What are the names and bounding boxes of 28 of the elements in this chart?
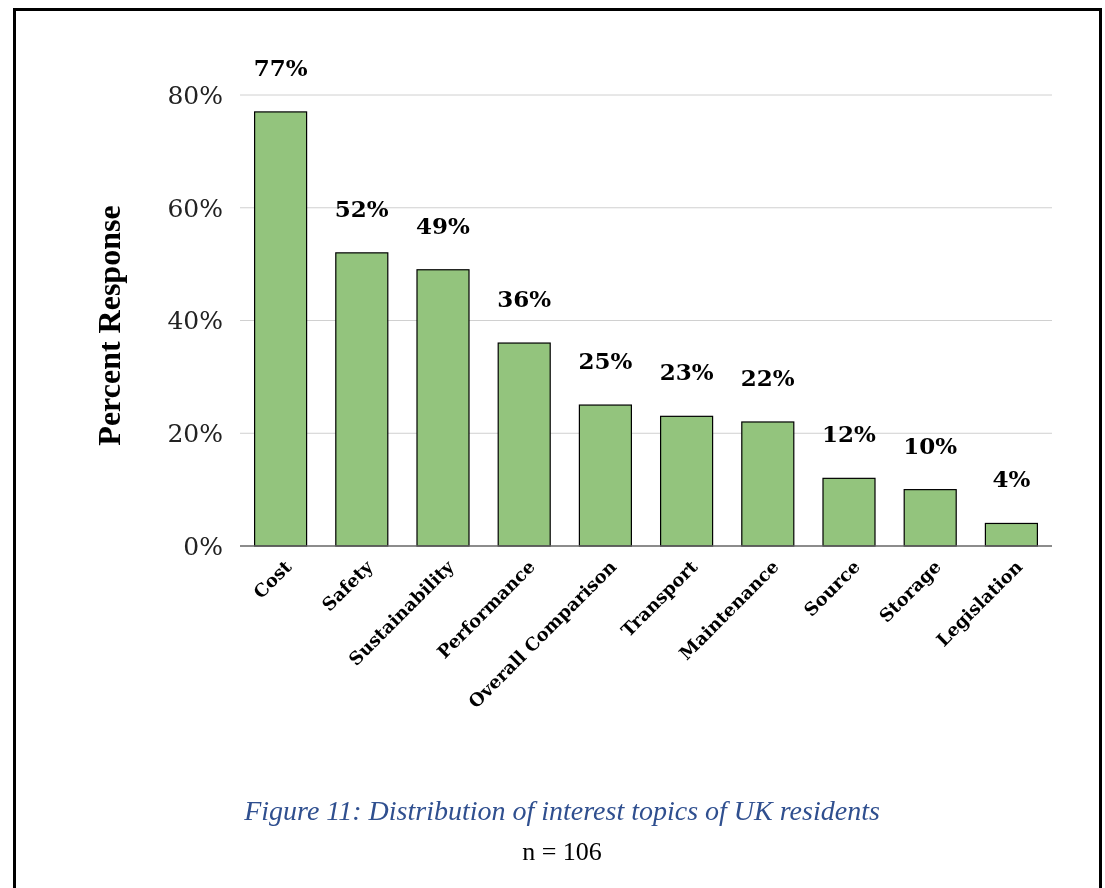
caption: Figure 11: Distribution of interest topics of UK residents: [243, 795, 880, 826]
data-label: 10%: [903, 431, 958, 459]
y-tick-label: 80%: [167, 80, 223, 110]
text: n = 106: [522, 837, 602, 866]
data-label: 23%: [659, 358, 714, 386]
y-tick-label: 20%: [167, 419, 223, 448]
bar: [741, 421, 795, 547]
bar: [578, 404, 632, 547]
y-tick-label: 60%: [167, 193, 223, 223]
data-label: 12%: [822, 420, 877, 448]
bar: [660, 415, 714, 547]
data-label: 4%: [992, 465, 1031, 493]
bar: [254, 111, 308, 547]
y-tick-label: 0%: [183, 531, 223, 561]
bar: [335, 252, 389, 547]
y-tick-label: 40%: [167, 306, 223, 336]
data-label: 49%: [416, 211, 471, 239]
bar: [822, 477, 876, 547]
y-axis-title: Percent Response: [91, 205, 127, 446]
bar: [497, 342, 551, 547]
data-label: 52%: [334, 194, 389, 222]
data-label: 36%: [497, 285, 552, 313]
data-label: 25%: [578, 347, 633, 375]
bar: [903, 489, 957, 547]
data-label: 22%: [740, 363, 795, 391]
bar: [416, 269, 470, 547]
data-label: 77%: [253, 53, 308, 81]
bar: [984, 522, 1038, 547]
